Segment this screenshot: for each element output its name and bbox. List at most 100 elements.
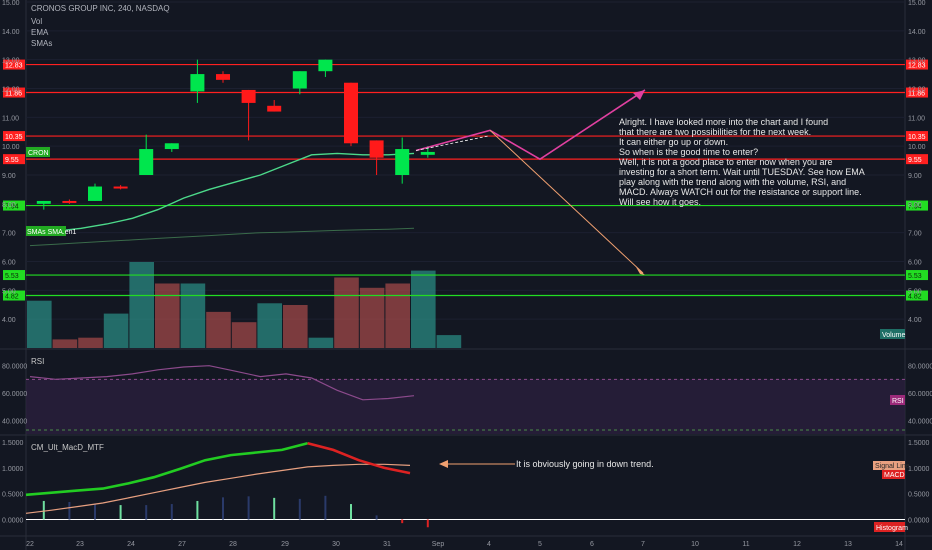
x-tick-label: 30 xyxy=(332,541,340,548)
ema-line xyxy=(29,152,415,235)
trend-note-arrowhead xyxy=(439,460,448,468)
price-level-label-right: 5.53 xyxy=(908,273,922,280)
price-tick-label-left: 6.00 xyxy=(2,260,16,267)
price-level-badge-left xyxy=(3,290,25,301)
candle-body xyxy=(216,74,230,80)
note-line-5: Well, it is not a good place to enter no… xyxy=(619,157,832,167)
price-level-label-left: 12.83 xyxy=(5,63,23,70)
volume-bar xyxy=(308,337,334,348)
volume-bar xyxy=(78,337,103,348)
price-tick-label-right: 13.00 xyxy=(908,58,926,65)
candle-body xyxy=(62,200,77,203)
macd-tick-label-left: 0.0000 xyxy=(2,518,24,525)
rsi-pane xyxy=(26,365,905,434)
rsi-band xyxy=(26,379,905,434)
price-level-badge-right xyxy=(906,131,928,142)
down-scenario-arrow xyxy=(489,129,644,274)
macd-line-up xyxy=(25,441,308,497)
volume-bar xyxy=(206,311,231,348)
macd-tick-label-left: 1.0000 xyxy=(2,466,24,473)
price-level-badge-right xyxy=(906,154,928,165)
analysis-note: Alright. I have looked more into the cha… xyxy=(619,117,865,207)
price-level-badge-left xyxy=(3,154,25,165)
note-line-8: MACD. Always WATCH out for the resistanc… xyxy=(619,187,862,197)
signal-line-badge-label: Signal Line xyxy=(875,463,910,470)
macd-tick-label-right: 1.5000 xyxy=(908,440,930,447)
cron-badge-label: CRON xyxy=(28,150,49,157)
x-tick-label: 29 xyxy=(281,541,289,548)
price-tick-label-right: 8.00 xyxy=(908,202,922,209)
sma-line xyxy=(29,227,415,247)
rsi-tick-label-left: 60.0000 xyxy=(2,391,27,398)
candlesticks xyxy=(36,59,435,210)
candle-body xyxy=(36,200,51,204)
volume-bar xyxy=(283,305,308,348)
candle-body xyxy=(88,186,102,201)
price-tick-label-right: 7.00 xyxy=(908,231,922,238)
trend-note: It is obviously going in down trend. xyxy=(516,459,654,469)
x-tick-label: 12 xyxy=(793,541,801,548)
price-level-label-left: 7.94 xyxy=(5,204,19,211)
price-tick-label-right: 6.00 xyxy=(908,260,922,267)
x-tick-label: 13 xyxy=(844,541,852,548)
histogram-badge xyxy=(874,522,905,532)
price-level-label-left: 4.82 xyxy=(5,294,19,301)
symbol-title: CRONOS GROUP INC, 240, NASDAQ xyxy=(31,4,170,13)
projection-arrows xyxy=(415,89,646,276)
price-level-badge-right xyxy=(906,270,928,281)
price-tick-label-left: 14.00 xyxy=(2,29,20,36)
macd-badge-label: MACD xyxy=(884,472,905,479)
price-level-badge-right xyxy=(906,59,928,70)
price-level-badge-left xyxy=(3,87,25,98)
note-line-3: It can either go up or down. xyxy=(619,137,728,147)
candle-body xyxy=(318,59,333,72)
rsi-tick-label-right: 80.0000 xyxy=(908,364,932,371)
candle-body xyxy=(113,186,128,189)
candle-body xyxy=(344,82,358,144)
price-tick-label-left: 13.00 xyxy=(2,58,20,65)
price-tick-label-right: 4.00 xyxy=(908,317,922,324)
note-line-7: play along with the trend along with the… xyxy=(619,177,846,187)
price-tick-label-left: 10.00 xyxy=(2,144,20,151)
rsi-tick-label-right: 60.0000 xyxy=(908,391,932,398)
down-arrowhead xyxy=(636,267,645,276)
note-line-2: that there are two possibilities for the… xyxy=(619,127,811,137)
volume-bar xyxy=(52,339,78,348)
x-tick-label: 28 xyxy=(229,541,237,548)
price-level-badge-left xyxy=(3,200,25,211)
price-level-label-left: 10.35 xyxy=(5,134,23,141)
volume-bar xyxy=(180,283,206,348)
price-level-label-left: 11.86 xyxy=(5,91,22,98)
price-level-badge-right xyxy=(906,200,928,211)
indicator-smas[interactable]: SMAs xyxy=(31,39,52,48)
volume-badge xyxy=(880,329,905,339)
price-level-badge-left xyxy=(3,59,25,70)
price-tick-label-left: 8.00 xyxy=(2,202,16,209)
price-level-label-right: 7.94 xyxy=(908,204,922,211)
cron-badge xyxy=(26,147,50,157)
price-tick-label-left: 12.00 xyxy=(2,87,20,94)
volume-bar xyxy=(257,303,282,348)
rsi-tick-label-left: 40.0000 xyxy=(2,418,27,425)
rsi-title: RSI xyxy=(31,357,44,366)
indicator-vol[interactable]: Vol xyxy=(31,17,42,26)
x-tick-label: 27 xyxy=(178,541,186,548)
x-tick-label: 6 xyxy=(590,541,594,548)
price-level-label-right: 11.86 xyxy=(908,91,925,98)
volume-bar xyxy=(334,277,359,348)
price-tick-label-left: 11.00 xyxy=(2,115,19,122)
x-tick-label: 23 xyxy=(76,541,84,548)
price-level-badge-left xyxy=(3,131,25,142)
indicator-ema[interactable]: EMA xyxy=(31,28,49,37)
macd-badge xyxy=(882,470,905,479)
note-line-1: Alright. I have looked more into the cha… xyxy=(619,117,828,127)
x-tick-label: 24 xyxy=(127,541,135,548)
price-level-label-right: 4.82 xyxy=(908,294,922,301)
price-level-label-right: 12.83 xyxy=(908,63,926,70)
price-tick-label-left: 5.00 xyxy=(2,288,16,295)
price-levels: 12.83 12.83 11.86 11.86 10.35 10.35 9.55 9.55 7.… xyxy=(3,59,928,301)
macd-pane xyxy=(25,441,905,528)
